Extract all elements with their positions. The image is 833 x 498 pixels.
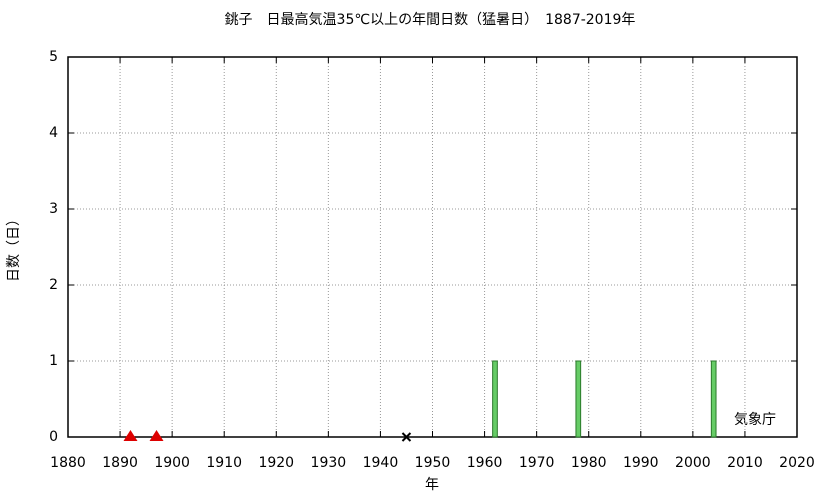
x-tick-label: 1970 [519,455,555,471]
y-tick-label: 0 [49,429,58,445]
missing-marker [123,430,138,441]
x-tick-label: 2020 [779,455,815,471]
bar [575,360,582,438]
x-tick-label: 1950 [415,455,451,471]
x-tick-label: 1900 [154,455,190,471]
y-tick-label: 3 [49,201,58,217]
x-tick-label: 1910 [206,455,242,471]
x-tick-label: 1960 [467,455,503,471]
x-tick-label: 1980 [571,455,607,471]
x-tick-label: 1880 [50,455,86,471]
x-axis-label: 年 [425,477,439,493]
y-tick-label: 4 [49,125,58,141]
plot-frame [67,56,798,438]
y-tick-label: 5 [49,49,58,65]
missing-marker [149,430,164,441]
x-tick-label: 1920 [258,455,294,471]
y-tick-label: 1 [49,353,58,369]
x-tick-label: 1990 [623,455,659,471]
x-tick-label: 2000 [675,455,711,471]
chart-title: 銚子 日最高気温35℃以上の年間日数（猛暑日） 1887-2019年 [225,11,636,28]
x-tick-label: 1940 [363,455,399,471]
cross-marker [401,432,412,442]
bar [492,360,498,438]
y-tick-label: 2 [49,277,58,293]
x-tick-label: 1930 [311,455,347,471]
x-tick-label: 1890 [102,455,138,471]
x-tick-label: 2010 [727,455,763,471]
y-axis-label: 日数（日） [6,212,22,282]
bar [710,360,717,438]
annotation: 気象庁 [734,412,776,428]
